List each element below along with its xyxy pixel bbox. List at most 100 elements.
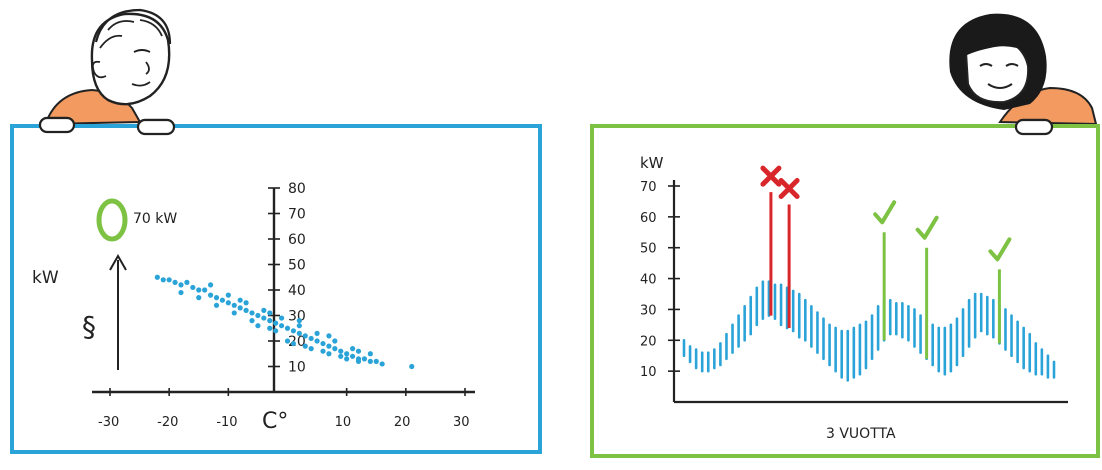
scatter-point: [355, 358, 362, 364]
scatter-point: [373, 358, 379, 364]
x-tick-label: -20: [157, 415, 178, 430]
y-tick-label: 20: [640, 334, 657, 349]
scatter-point: [154, 274, 160, 280]
scatter-point: [160, 277, 166, 283]
scatter-point: [284, 338, 291, 344]
scatter-point: [243, 307, 249, 313]
scatter-point: [207, 292, 214, 298]
scatter-point: [196, 287, 202, 293]
scatter-point: [219, 297, 226, 303]
y-tick-label: 20: [288, 334, 306, 350]
scatter-point: [379, 361, 385, 367]
scatter-point: [361, 356, 368, 362]
scatter-point: [349, 353, 356, 359]
scatter-point: [225, 300, 231, 306]
left-x-ticks: -30 -20 -10 10 20 30: [98, 388, 470, 430]
scatter-point: [237, 305, 243, 311]
scatter-point: [367, 351, 373, 357]
right-x-label: 3 VUOTTA: [826, 426, 896, 442]
y-tick-label: 40: [640, 273, 657, 288]
scatter-point: [296, 330, 302, 336]
scatter-point: [326, 333, 332, 339]
scatter-point: [237, 297, 243, 303]
scatter-point: [326, 351, 332, 357]
scatter-point: [178, 289, 184, 296]
scatter-point: [290, 340, 297, 347]
scatter-point: [349, 346, 356, 352]
scatter-point: [249, 310, 255, 316]
scatter-point: [332, 338, 338, 344]
y-tick-label: 50: [640, 242, 657, 257]
scatter-point: [367, 358, 373, 364]
left-y-label: kW: [32, 268, 59, 288]
reject-cross-icon: [760, 165, 782, 187]
right-y-label: kW: [640, 154, 664, 172]
scatter-point: [190, 284, 196, 291]
scatter-point: [207, 282, 214, 288]
scatter-point: [231, 310, 237, 316]
left-x-unit: C°: [262, 409, 288, 434]
scatter-point: [278, 315, 285, 321]
bar-series: [682, 280, 1056, 382]
y-tick-label: 30: [640, 303, 657, 318]
scatter-point: [261, 315, 267, 321]
right-y-ticks: 10 20 30 40 50 60 70: [640, 180, 680, 380]
scatter-point: [344, 351, 350, 357]
scatter-point: [302, 343, 308, 349]
y-tick-label: 60: [288, 232, 306, 248]
y-tick-label: 10: [640, 365, 657, 380]
y-tick-label: 60: [640, 211, 657, 226]
scatter-points: [154, 274, 415, 370]
x-tick-label: 30: [453, 415, 470, 430]
scatter-point: [213, 295, 220, 301]
left-up-arrow-head: [109, 253, 127, 271]
y-tick-label: 70: [640, 180, 657, 195]
scatter-point: [267, 325, 273, 331]
right-board: kW 10 20 30 40 50 60 70 3 VUOTTA: [590, 124, 1100, 458]
scatter-point: [314, 338, 320, 344]
scatter-point: [338, 348, 344, 354]
scatter-point: [261, 307, 267, 313]
left-y-symbol: §: [82, 310, 96, 343]
scatter-point: [166, 277, 172, 283]
scatter-point: [202, 287, 208, 293]
scatter-point: [255, 323, 261, 329]
legend-circle-marker: [96, 198, 128, 242]
scatter-point: [243, 300, 249, 306]
scatter-point: [314, 330, 320, 336]
scatter-point: [178, 282, 184, 288]
scatter-point: [320, 348, 326, 354]
scatter-point: [231, 302, 237, 308]
scatter-point: [273, 328, 279, 334]
y-tick-label: 70: [288, 207, 306, 223]
scatter-point: [296, 323, 302, 329]
y-tick-label: 40: [288, 283, 306, 299]
scatter-point: [355, 348, 362, 354]
y-tick-label: 10: [288, 360, 306, 376]
scatter-point: [225, 292, 231, 298]
scatter-point: [409, 363, 415, 370]
scatter-point: [278, 323, 285, 329]
scatter-point: [296, 318, 302, 324]
accept-check-icon: [873, 200, 897, 225]
girl-character: [949, 13, 1098, 136]
y-tick-label: 30: [288, 309, 306, 325]
scatter-point: [302, 333, 308, 339]
accept-check-icon: [915, 215, 939, 240]
scatter-point: [284, 325, 291, 331]
scatter-point: [338, 353, 344, 359]
peak-markers: [760, 165, 1012, 359]
legend-value-label: 70 kW: [133, 211, 177, 227]
scatter-point: [290, 328, 297, 334]
x-tick-label: 20: [394, 415, 411, 430]
left-y-ticks: 10 20 30 40 50 60 70 80: [268, 181, 306, 376]
left-board-frame: [10, 124, 542, 454]
accept-check-icon: [988, 237, 1012, 262]
scatter-point: [255, 312, 261, 319]
scatter-point: [332, 346, 338, 352]
scatter-point: [308, 335, 314, 342]
scatter-point: [320, 340, 326, 347]
reject-cross-icon: [778, 178, 800, 200]
scatter-point: [267, 318, 273, 324]
